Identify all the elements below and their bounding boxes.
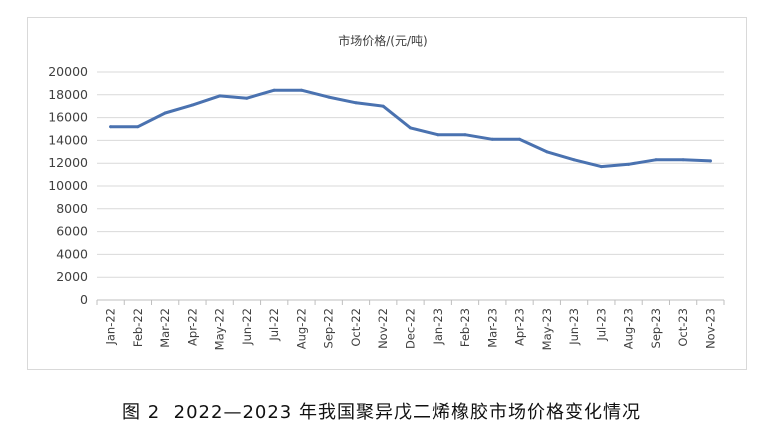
x-tick-label: Nov-22 [376,308,390,349]
x-tick-label: Apr-23 [513,308,527,346]
y-tick-label: 8000 [56,201,88,216]
data-point [272,88,276,92]
x-tick-label: Sep-23 [649,308,663,348]
grid-lines [97,71,724,301]
x-tick-label: Sep-22 [322,308,336,348]
x-tick-label: Jun-22 [240,308,254,346]
series-layer [109,88,712,169]
data-point [163,111,167,115]
y-tick-label: 4000 [56,246,88,261]
x-tick-label: Mar-22 [158,308,172,348]
data-point [218,94,222,98]
y-tick-label: 2000 [56,269,88,284]
data-point [190,103,194,107]
figure-caption: 图 2 2022—2023 年我国聚异戊二烯橡胶市场价格变化情况 [0,398,763,424]
data-point [490,137,494,141]
data-point [463,133,467,137]
figure-caption-text: 2022—2023 年我国聚异戊二烯橡胶市场价格变化情况 [173,402,641,423]
data-point [299,88,303,92]
chart-title: 市场价格/(元/吨) [338,33,427,48]
x-tick-label: May-22 [213,308,227,350]
x-tick-label: Jun-23 [567,308,581,346]
data-point [245,96,249,100]
y-tick-label: 10000 [48,178,88,193]
y-tick-label: 12000 [48,155,88,170]
x-tick-label: Feb-22 [131,308,145,347]
x-tick-label: Mar-23 [485,308,499,348]
y-tick-label: 14000 [48,132,88,147]
x-tick-label: Oct-23 [676,308,690,347]
x-tick-label: Aug-23 [622,308,636,349]
data-point [708,159,712,163]
x-tick-label: Jan-22 [104,308,118,346]
data-point [354,101,358,105]
y-axis: 0 2000 4000 6000 8000 10000 12000 14000 16000 180… [48,64,88,307]
y-tick-label: 0 [80,292,88,307]
data-point [327,95,331,99]
figure-label: 图 2 [122,402,161,423]
x-tick-label: Nov-23 [703,308,717,349]
x-tick-label: Jan-23 [431,308,445,346]
data-point [572,158,576,162]
data-point [599,165,603,169]
x-tick-label: Oct-22 [349,308,363,347]
y-tick-label: 20000 [48,64,88,79]
y-tick-label: 6000 [56,224,88,239]
x-axis: Jan-22 Feb-22 Mar-22 Apr-22 May-22 Jun-22 Jul-… [96,300,725,350]
chart-frame [27,17,747,370]
x-tick-label: Dec-22 [404,308,418,349]
data-point [109,125,113,129]
data-point [436,133,440,137]
data-point [681,158,685,162]
data-point [545,150,549,154]
x-tick-label: Jul-23 [594,308,608,342]
y-tick-label: 18000 [48,87,88,102]
x-tick-label: Apr-22 [185,308,199,346]
data-point [381,104,385,108]
x-tick-label: Aug-22 [294,308,308,349]
y-tick-label: 16000 [48,110,88,125]
data-point [518,137,522,141]
data-point [409,126,412,130]
data-point [627,162,631,166]
x-tick-label: Feb-23 [458,308,472,347]
data-point [654,158,658,162]
x-tick-label: Jul-22 [267,308,281,342]
data-point [136,125,140,129]
x-tick-label: May-23 [540,308,554,350]
